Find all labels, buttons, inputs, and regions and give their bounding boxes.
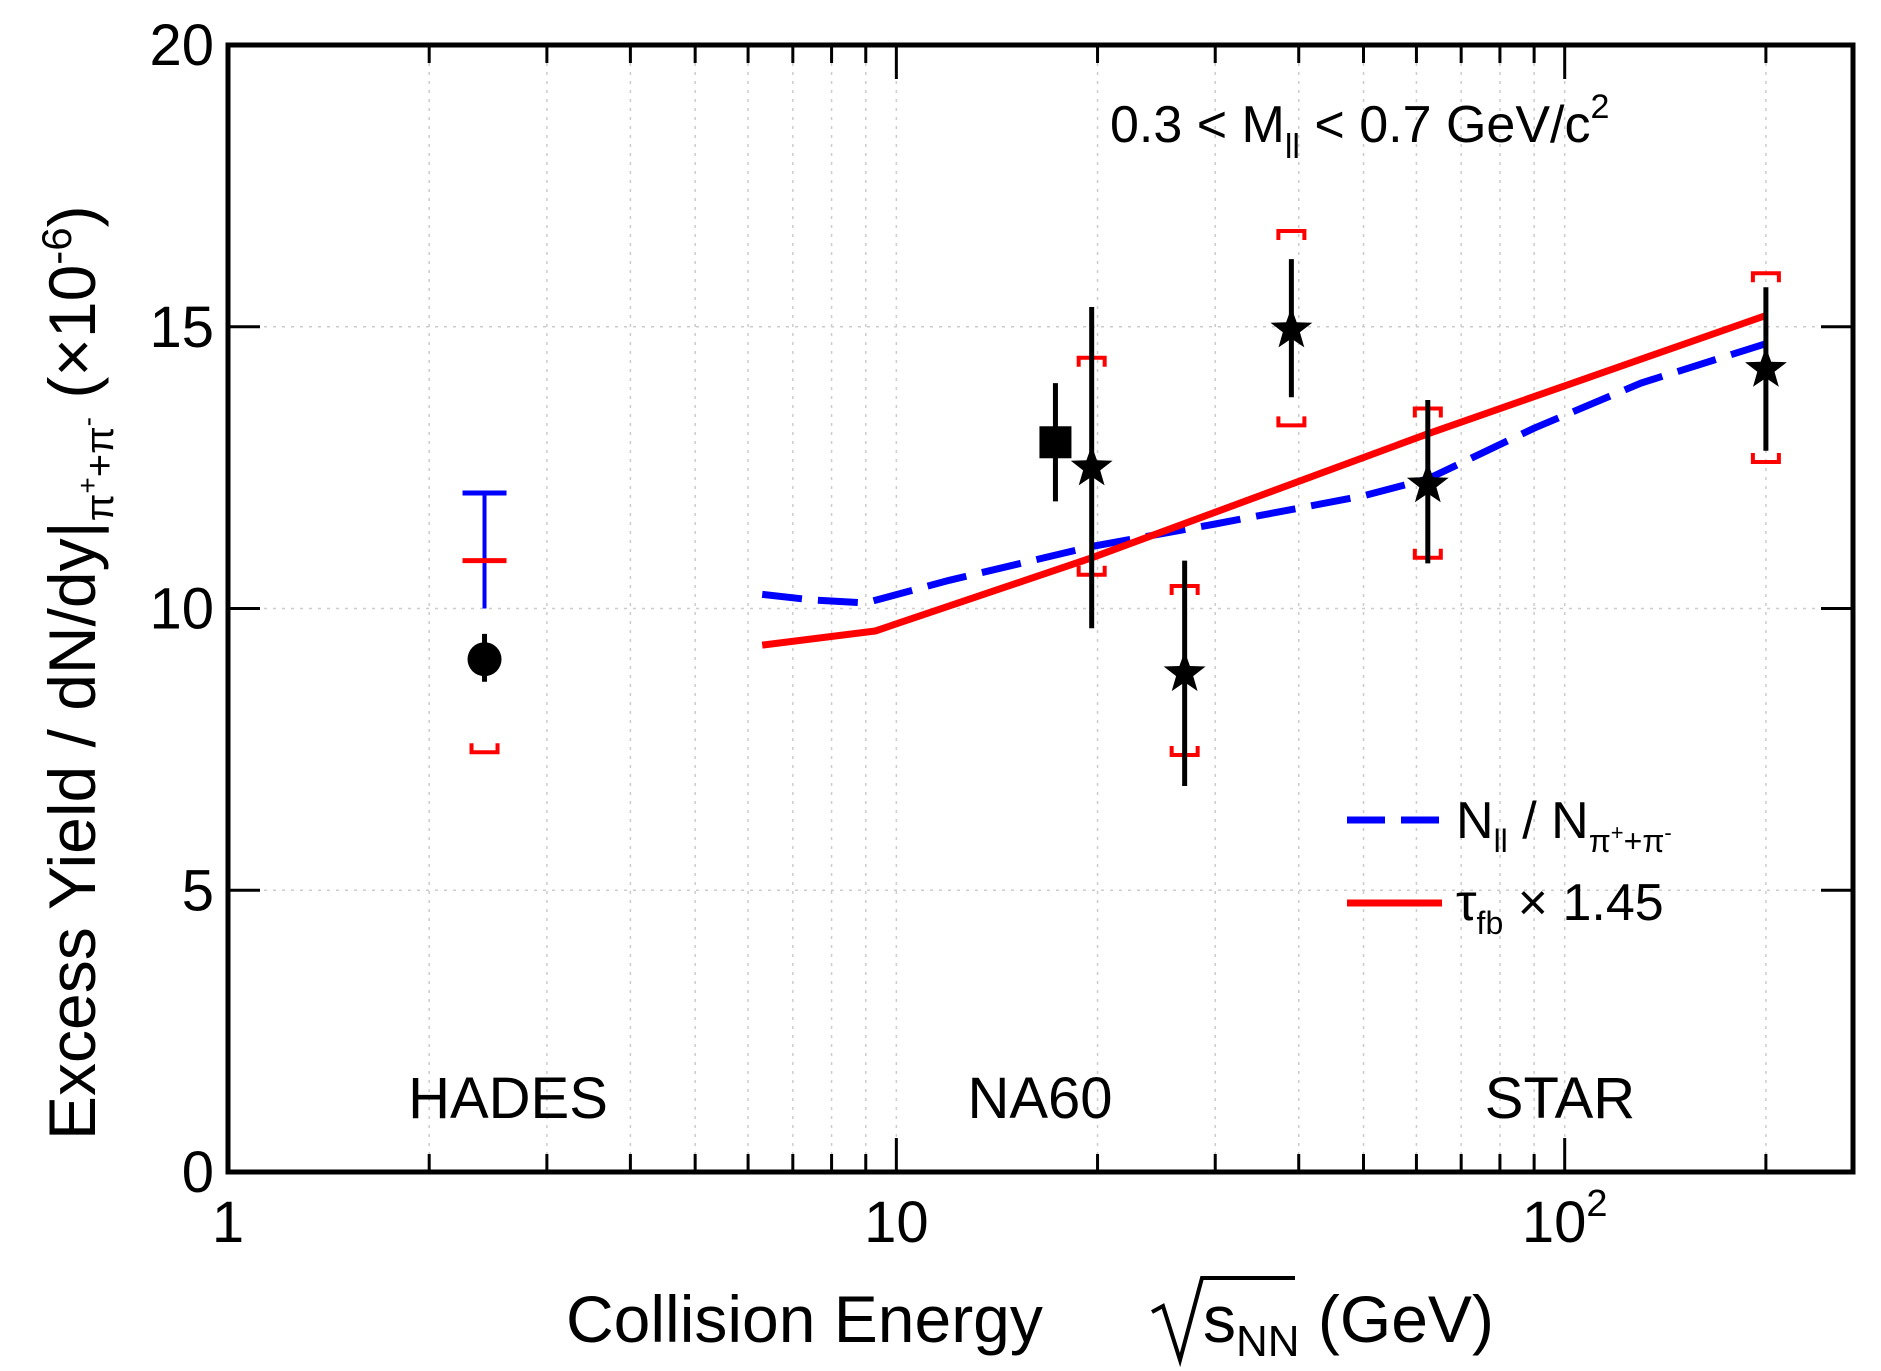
y-tick-label: 10 [149,577,214,642]
minor-ticks [226,45,1768,1172]
y-axis-title: Excess Yield / dN/dy|π++π- (×10-6) [33,205,122,1140]
x-tick-label-exponent: 2 [1586,1183,1607,1225]
star-data-point [1745,347,1787,387]
star-data-point [1070,445,1113,486]
x-axis-title: Collision Energy sNN (GeV) [566,1276,1494,1368]
sys-error-bracket [1750,452,1781,464]
sys-error-bracket [1276,416,1307,428]
sys-error-bracket [1750,271,1781,283]
series-line-blue-dashed [761,340,1767,607]
region-label-star: STAR [1485,1066,1635,1131]
x-axis-title-s: s [1203,1282,1236,1356]
svg-text:sNN (GeV): sNN (GeV) [1203,1282,1494,1366]
sqrt-symbol [1151,1276,1295,1368]
star-data-point [1163,651,1206,692]
region-label-hades: HADES [408,1066,608,1131]
y-tick-label: 0 [182,1140,214,1205]
points-layer [462,228,1787,787]
legend-label-blue: Nll / Nπ++π- [1456,792,1672,859]
y-tick-label: 15 [149,295,214,360]
grid-lines [228,45,1853,1172]
sys-error-bracket [469,743,500,755]
mass-range-annotation: 0.3 < Mll < 0.7 GeV/c2 [1110,88,1609,166]
x-axis-title-sub: NN [1236,1317,1300,1366]
svg-text:Collision Energy: Collision Energy [566,1282,1043,1356]
sys-error-bracket [1276,228,1307,240]
star-data-point [1406,462,1449,503]
region-label-na60: NA60 [967,1066,1112,1131]
tick-labels: 0 5 10 15 20 1 10 102 [149,13,1607,1255]
x-axis-title-pre: Collision Energy [566,1282,1043,1356]
series-layer [761,312,1768,649]
axis-ticks [228,43,1853,1174]
y-tick-label: 5 [182,858,214,923]
x-tick-label: 102 [1522,1183,1608,1255]
x-tick-label: 10 [864,1190,929,1255]
na60-data-point [1039,426,1072,459]
hades-data-point [467,642,502,677]
legend-label-red: τfb × 1.45 [1456,874,1664,941]
series-line-red-solid [761,312,1768,649]
legend: Nll / Nπ++π- τfb × 1.45 [1347,792,1672,941]
x-axis-title-post: (GeV) [1300,1282,1494,1356]
x-tick-label: 1 [212,1190,244,1255]
star-data-point [1270,307,1313,348]
y-tick-label: 20 [149,13,214,78]
